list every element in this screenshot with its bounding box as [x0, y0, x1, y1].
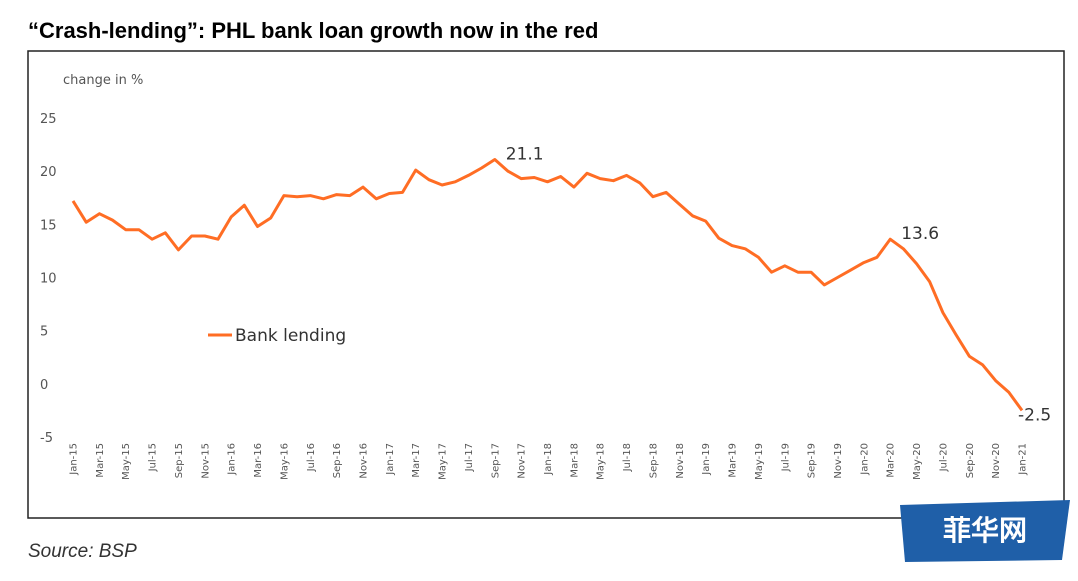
y-tick-label: 20: [40, 165, 57, 180]
x-tick-label: Nov-20: [991, 443, 1002, 479]
x-tick-label: Sep-17: [490, 443, 501, 478]
y-tick-label: 10: [40, 272, 57, 287]
x-tick-label: Mar-19: [728, 443, 739, 478]
x-tick-label: May-19: [754, 443, 765, 480]
x-tick-label: Jul-17: [464, 443, 475, 472]
x-tick-label: Mar-15: [95, 443, 106, 478]
x-tick-label: Sep-20: [965, 443, 976, 478]
x-tick-label: May-18: [596, 443, 607, 480]
x-tick-label: Mar-17: [411, 443, 422, 478]
chart-title: “Crash-lending”: PHL bank loan growth no…: [28, 18, 598, 43]
x-tick-label: Jan-15: [69, 443, 80, 476]
x-tick-label: Jan-20: [859, 443, 870, 476]
x-tick-label: Nov-16: [358, 443, 369, 479]
source: Source: BSP: [28, 541, 137, 562]
x-tick-label: Sep-19: [807, 443, 818, 478]
x-tick-label: Jan-17: [385, 443, 396, 476]
y-tick-label: 25: [40, 112, 57, 127]
x-tick-label: Sep-16: [332, 443, 343, 478]
watermark: 菲华网: [900, 500, 1070, 562]
x-tick-label: Jul-16: [306, 443, 317, 472]
x-tick-label: May-16: [279, 443, 290, 480]
x-tick-label: Nov-15: [200, 443, 211, 479]
line: [71, 158, 1024, 412]
x-tick-label: Jul-18: [622, 443, 633, 472]
x-tick-label: Jan-16: [227, 443, 238, 476]
x-tick-label: Nov-19: [833, 443, 844, 479]
y-tick-label: 5: [40, 325, 48, 340]
x-tick-label: Jan-21: [1018, 443, 1029, 476]
x-tick-label: May-20: [912, 443, 923, 480]
data-label: 13.6: [901, 224, 939, 244]
x-tick-label: Mar-16: [253, 443, 264, 478]
legend-label: Bank lending: [235, 326, 346, 346]
y-tick-label: 0: [40, 378, 48, 393]
x-tick-label: May-15: [121, 443, 132, 480]
x-tick-label: Jan-18: [543, 443, 554, 476]
x-tick-label: Mar-18: [569, 443, 580, 478]
watermark-text: 菲华网: [943, 514, 1027, 547]
x-tick-label: Jul-20: [938, 443, 949, 472]
x-tick-label: Jul-19: [780, 443, 791, 472]
y-tick-label: -5: [40, 431, 53, 446]
x-tick-label: Jan-19: [701, 443, 712, 476]
x-tick-label: Nov-18: [675, 443, 686, 479]
y-axis-label: change in %: [63, 73, 143, 88]
x-tick-label: Jul-15: [148, 443, 159, 472]
y-tick-label: 15: [40, 218, 57, 233]
data-label: -2.5: [1018, 405, 1051, 425]
x-tick-label: Sep-18: [648, 443, 659, 478]
x-tick-label: Mar-20: [886, 443, 897, 478]
x-tick-label: May-17: [438, 443, 449, 480]
data-label: 21.1: [506, 144, 544, 164]
x-tick-label: Nov-17: [517, 443, 528, 479]
x-tick-label: Sep-15: [174, 443, 185, 478]
chart-frame: [27, 50, 1065, 519]
watermark-badge: [900, 500, 1070, 562]
